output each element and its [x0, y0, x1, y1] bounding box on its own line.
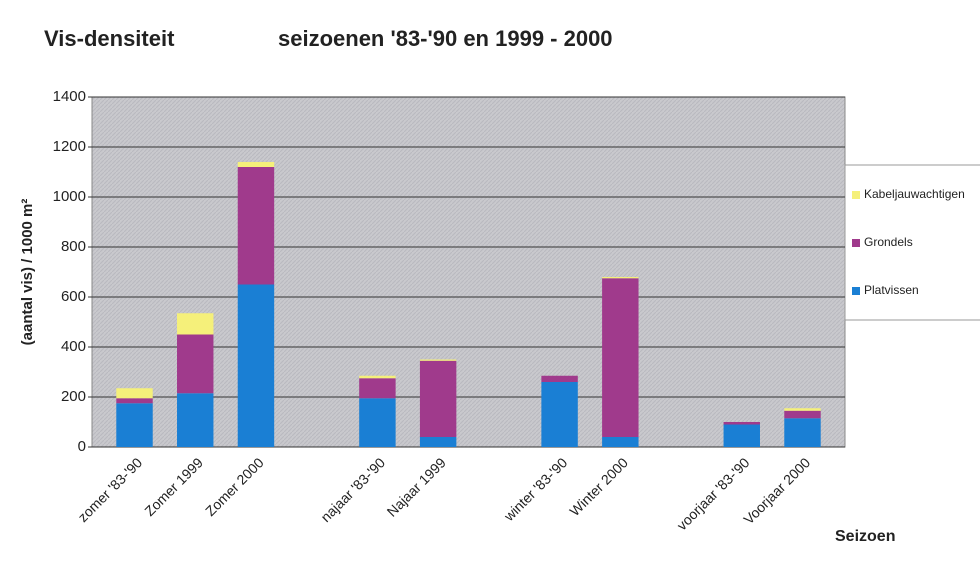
bar-segment: [359, 398, 396, 447]
bar-segment: [116, 398, 153, 404]
bar-segment: [723, 422, 760, 425]
plot-area: [91, 96, 846, 448]
bar-segment: [177, 393, 214, 447]
y-tick-label: 0: [78, 438, 86, 455]
legend-label: Grondels: [864, 235, 913, 249]
y-tick-label: 1200: [53, 138, 86, 155]
bar-segment: [359, 378, 396, 399]
y-tick-label: 400: [61, 338, 86, 355]
bar-segment: [116, 388, 153, 399]
bar-segment: [177, 334, 214, 394]
bar-segment: [359, 375, 396, 379]
bar-segment: [602, 437, 639, 447]
chart-title: Vis-densiteit: [44, 26, 175, 51]
x-tick-label: najaar '83-'90: [317, 454, 388, 525]
bar-segment: [237, 167, 275, 285]
bar-segment: [177, 313, 214, 335]
bar-segment: [784, 418, 821, 447]
y-tick-label: 1000: [53, 188, 86, 205]
bar-segment: [116, 403, 153, 447]
bar-segment: [602, 277, 639, 279]
legend-swatch: [852, 191, 860, 199]
y-tick-label: 1400: [53, 88, 86, 105]
bar-segment: [784, 408, 821, 411]
y-tick-label: 600: [61, 288, 86, 305]
bar-segment: [723, 424, 760, 447]
bar-segment: [419, 360, 457, 437]
bar-segment: [602, 278, 639, 437]
x-tick-label: Zomer 2000: [202, 454, 267, 519]
x-tick-label: Winter 2000: [566, 454, 631, 519]
x-tick-label: Zomer 1999: [141, 454, 206, 519]
bar-segment: [237, 284, 275, 447]
bar-segment: [541, 375, 578, 382]
chart-subtitle: seizoenen '83-'90 en 1999 - 2000: [278, 26, 613, 51]
bar-segment: [419, 437, 457, 447]
legend-swatch: [852, 239, 860, 247]
x-axis-label: Seizoen: [835, 528, 895, 545]
x-tick-label: winter '83-'90: [500, 454, 570, 524]
legend: [844, 164, 980, 321]
legend-swatch: [852, 287, 860, 295]
bar-segment: [419, 359, 457, 361]
y-tick-label: 800: [61, 238, 86, 255]
legend-label: Kabeljauwachtigen: [864, 187, 965, 201]
x-tick-label: Najaar 1999: [384, 454, 449, 519]
x-tick-label: zomer '83-'90: [75, 454, 146, 525]
x-tick-label: voorjaar '83-'90: [674, 454, 753, 533]
y-axis-label: (aantal vis) / 1000 m²: [19, 199, 36, 346]
legend-label: Platvissen: [864, 283, 919, 297]
y-tick-label: 200: [61, 388, 86, 405]
bar-segment: [541, 382, 578, 447]
bar-segment: [237, 162, 275, 167]
bar-segment: [784, 410, 821, 419]
